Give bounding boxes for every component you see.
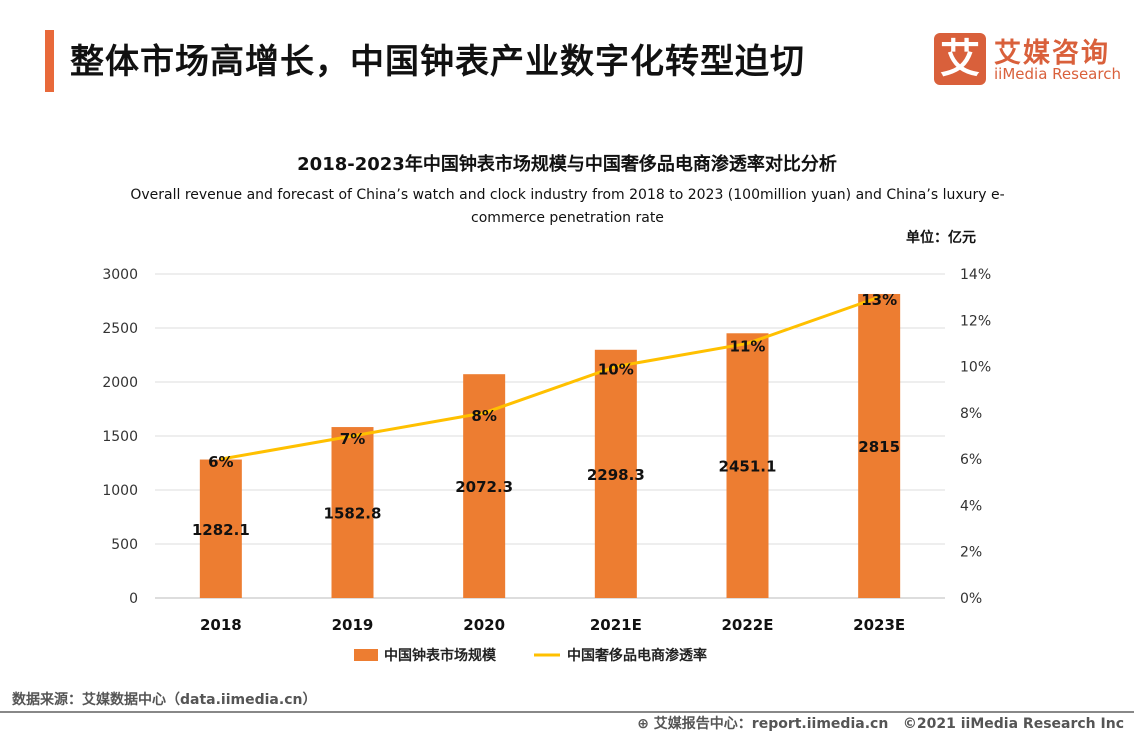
y-tick-label: 3000: [102, 267, 138, 283]
y2-tick-label: 8%: [960, 406, 982, 422]
copyright: ©2021 iiMedia Research Inc: [902, 716, 1124, 732]
line-data-label: 11%: [730, 337, 766, 355]
y-tick-label: 0: [129, 591, 138, 607]
bar-data-label: 1282.1: [192, 521, 250, 539]
page-title: 整体市场高增长，中国钟表产业数字化转型迫切: [70, 42, 805, 82]
x-tick-label: 2021E: [590, 616, 642, 634]
footer-divider: [0, 711, 1134, 713]
y2-tick-label: 4%: [960, 498, 982, 514]
bar: [726, 333, 769, 598]
line-data-label: 13%: [861, 291, 897, 309]
bar-data-label: 2815: [858, 438, 900, 456]
data-source: 数据来源：艾媒数据中心（data.iimedia.cn）: [12, 692, 317, 708]
unit-label: 单位：亿元: [906, 230, 976, 246]
y2-tick-label: 14%: [960, 267, 991, 283]
legend-line-label: 中国奢侈品电商渗透率: [567, 647, 707, 664]
legend-bar-label: 中国钟表市场规模: [384, 647, 497, 664]
bar-data-label: 2298.3: [587, 466, 645, 484]
y-tick-label: 2500: [102, 321, 138, 337]
y-tick-label: 1000: [102, 483, 138, 499]
bar-data-label: 2451.1: [719, 458, 777, 476]
footer: ⊕ 艾媒报告中心：report.iimedia.cn ©2021 iiMedia…: [637, 713, 1124, 733]
y2-tick-label: 2%: [960, 545, 982, 561]
bar-data-label: 1582.8: [324, 505, 382, 523]
bar: [858, 293, 901, 598]
y-tick-label: 1500: [102, 429, 138, 445]
bar-data-label: 2072.3: [455, 478, 513, 496]
bar: [199, 459, 242, 598]
line-data-label: 7%: [340, 430, 365, 448]
y-tick-label: 2000: [102, 375, 138, 391]
line-series: [220, 295, 880, 461]
x-tick-label: 2020: [463, 616, 505, 634]
y2-tick-label: 0%: [960, 591, 982, 607]
x-tick-label: 2022E: [722, 616, 774, 634]
y2-tick-label: 10%: [960, 360, 991, 376]
bar: [331, 427, 374, 598]
x-tick-label: 2023E: [853, 616, 905, 634]
chart-subtitle: Overall revenue and forecast of China’s …: [130, 187, 1005, 226]
logo-en: iiMedia Research: [994, 65, 1121, 83]
report-link[interactable]: 艾媒报告中心：report.iimedia.cn: [653, 716, 889, 732]
logo: 艾 艾媒咨询 iiMedia Research: [934, 33, 1121, 85]
legend-bar-swatch: [354, 649, 378, 661]
bar: [594, 349, 637, 598]
line-data-label: 10%: [598, 361, 634, 379]
chart: 0 500 1000 1500 2000 2500 3000 0% 2% 4% 6% 8% 10% 12%…: [102, 267, 991, 664]
title-accent-bar: [45, 30, 54, 92]
x-tick-label: 2019: [332, 616, 374, 634]
line-data-label: 8%: [471, 407, 496, 425]
y2-tick-label: 6%: [960, 452, 982, 468]
y2-tick-label: 12%: [960, 313, 991, 329]
line-data-label: 6%: [208, 453, 233, 471]
x-tick-label: 2018: [200, 616, 242, 634]
y-tick-label: 500: [111, 537, 138, 553]
globe-icon: ⊕: [637, 716, 649, 732]
logo-cn: 艾媒咨询: [994, 38, 1110, 69]
chart-title: 2018-2023年中国钟表市场规模与中国奢侈品电商渗透率对比分析: [297, 154, 837, 175]
logo-mark: 艾: [934, 33, 986, 85]
